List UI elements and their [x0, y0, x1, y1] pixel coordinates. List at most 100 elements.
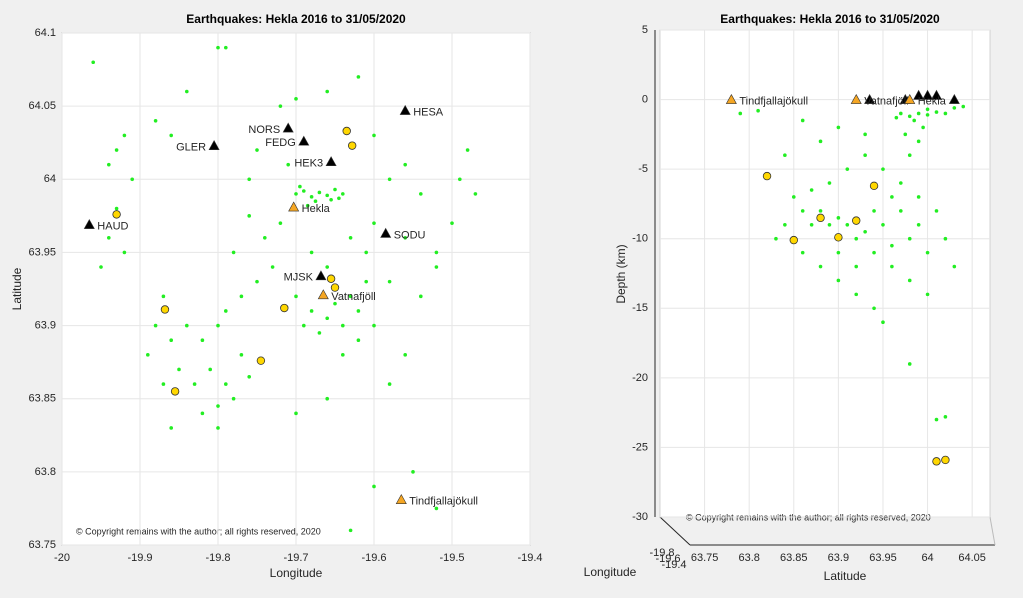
quake-point	[943, 111, 948, 116]
quake-point	[153, 118, 158, 123]
quake-point	[845, 167, 850, 171]
quake-point	[341, 353, 345, 357]
large-quake	[330, 283, 340, 292]
large-quake	[170, 387, 180, 396]
quake-point	[337, 196, 341, 201]
quake-point	[99, 265, 103, 269]
quake-point	[169, 426, 173, 430]
quake-point	[899, 209, 903, 213]
y-tick-label: 63.85	[28, 393, 56, 405]
station-label: Tindfjallajökull	[409, 496, 478, 508]
quake-point	[294, 411, 298, 416]
x-tick-label: 64.05	[958, 552, 986, 564]
quake-point	[863, 132, 867, 137]
station-label: Hekla	[918, 95, 947, 107]
quake-point	[302, 189, 306, 193]
quake-point	[305, 203, 310, 208]
station	[380, 227, 392, 238]
quake-point	[845, 223, 850, 227]
quake-point	[419, 192, 423, 196]
quake-point	[827, 223, 832, 227]
quake-point	[934, 417, 939, 422]
station-label: Vatnafjöll	[864, 95, 908, 107]
quake-point	[309, 309, 314, 313]
quake-point	[200, 411, 205, 416]
quake-point	[333, 187, 337, 192]
quake-point	[836, 216, 841, 220]
quake-point	[146, 353, 150, 357]
quake-point	[130, 177, 134, 182]
quake-point	[107, 162, 111, 167]
quake-point	[348, 236, 353, 240]
station-label: Tindfjallajökull	[739, 95, 808, 107]
station	[904, 93, 916, 104]
quake-point	[899, 111, 903, 116]
quake-point	[341, 192, 345, 196]
quake-point	[317, 190, 322, 195]
quake-point	[153, 323, 158, 328]
quake-point	[122, 250, 127, 255]
y-tick-label: 64.05	[28, 100, 56, 112]
quake-point	[809, 223, 814, 227]
quake-point	[372, 133, 376, 138]
quake-point	[434, 250, 439, 255]
quake-point	[325, 89, 330, 94]
y-tick-label: 63.75	[28, 539, 56, 551]
quake-point	[952, 106, 957, 110]
y-label: Depth (km)	[614, 244, 628, 303]
quake-point	[208, 367, 212, 372]
large-quake	[256, 356, 266, 365]
x-tick-label: 63.95	[869, 552, 897, 564]
quake-point	[216, 404, 220, 408]
quake-point	[907, 153, 912, 158]
quake-point	[216, 426, 220, 430]
quake-point	[890, 195, 894, 199]
large-quake	[280, 303, 289, 313]
quake-point	[881, 167, 885, 171]
large-quake	[112, 210, 121, 219]
quake-point	[894, 115, 899, 120]
quake-point	[403, 162, 408, 167]
quake-point	[450, 221, 454, 225]
station-label: HESA	[413, 106, 444, 118]
quake-point	[738, 111, 743, 116]
z-tick-label: -19.4	[661, 559, 686, 571]
y-tick-label: -15	[632, 302, 648, 314]
large-quake	[789, 235, 798, 245]
quake-point	[854, 236, 859, 241]
quake-point	[177, 367, 181, 372]
quake-point	[224, 45, 228, 50]
quake-point	[458, 177, 462, 182]
x-label: Latitude	[824, 569, 867, 583]
quake-point	[907, 278, 912, 283]
quake-point	[341, 323, 345, 328]
quake-point	[372, 221, 376, 225]
x-tick-label: -19.9	[127, 552, 152, 564]
quake-point	[309, 250, 314, 255]
station	[948, 93, 960, 104]
quake-point	[756, 108, 760, 113]
station	[317, 289, 329, 300]
quake-point	[294, 97, 298, 101]
quake-point	[294, 192, 298, 196]
y-tick-label: -10	[632, 233, 648, 245]
quake-point	[114, 206, 119, 211]
quake-point	[881, 320, 885, 325]
station	[298, 135, 310, 146]
large-quake	[347, 141, 357, 150]
quake-point	[872, 209, 876, 213]
quake-point	[231, 396, 236, 401]
quake-point	[934, 110, 939, 114]
y-tick-label: 63.8	[35, 466, 56, 478]
quake-point	[356, 309, 361, 313]
quake-point	[286, 162, 291, 167]
quake-point	[247, 214, 251, 218]
quake-point	[239, 353, 244, 357]
quake-point	[800, 250, 805, 255]
quake-point	[916, 195, 921, 199]
quake-point	[325, 265, 330, 269]
quake-point	[294, 294, 298, 299]
quake-point	[185, 323, 189, 328]
quake-point	[836, 278, 841, 283]
chart-title: Earthquakes: Hekla 2016 to 31/05/2020	[186, 12, 406, 26]
